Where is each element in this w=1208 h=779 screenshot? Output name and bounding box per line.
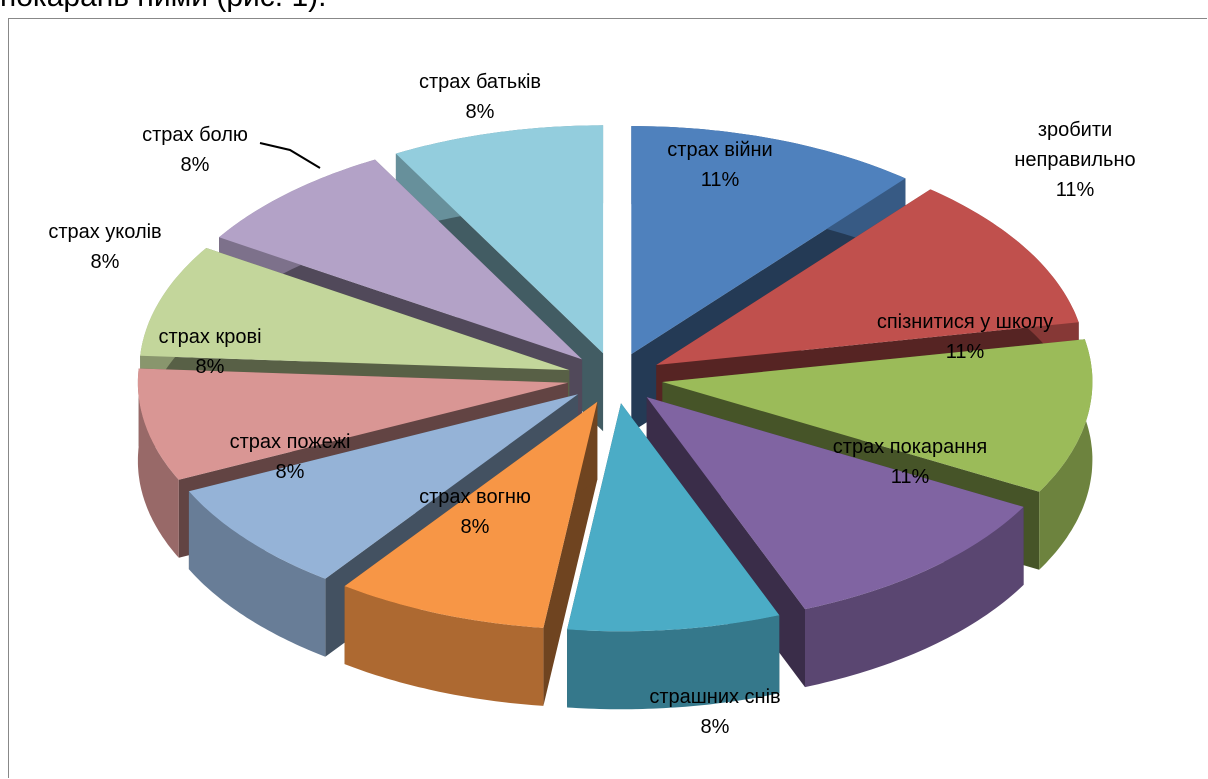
label-value: 8% <box>700 716 730 738</box>
label-value: 11% <box>945 341 985 363</box>
label-value: 11% <box>890 466 930 488</box>
data-label: страх війни 11% <box>667 135 772 195</box>
label-value: 8% <box>195 356 225 378</box>
slice <box>631 126 906 355</box>
chart-frame <box>8 18 1207 778</box>
slice-wall <box>567 615 780 710</box>
data-label: страх вогню 8% <box>419 482 531 542</box>
data-label: страх уколів 8% <box>48 217 161 277</box>
label-name: страх вогню <box>419 486 531 508</box>
label-value: 8% <box>180 154 210 176</box>
label-name: спізнитися у школу <box>876 311 1054 333</box>
data-label: страх покарання 11% <box>833 432 987 492</box>
data-label: спізнитися у школу 11% <box>877 307 1053 367</box>
label-name: страшних снів <box>649 686 781 708</box>
label-value: 8% <box>465 101 495 123</box>
label-value: 8% <box>460 516 490 538</box>
label-name: страх пожежі <box>229 431 351 453</box>
slice <box>344 401 598 628</box>
slice <box>656 189 1079 365</box>
data-label: страх пожежі 8% <box>230 427 351 487</box>
label-value: 11% <box>700 169 740 191</box>
slice <box>395 125 604 354</box>
slice-wall <box>1039 339 1093 570</box>
document-text: покарань ними (рис. 1). <box>0 0 326 14</box>
data-label: зробити неправильно 11% <box>1000 115 1150 205</box>
slice <box>137 368 568 480</box>
slice-wall <box>188 491 326 657</box>
label-value: 8% <box>90 251 120 273</box>
slice <box>140 248 570 371</box>
label-name: страх болю <box>142 124 248 146</box>
slice-wall <box>805 506 1024 688</box>
label-value: 8% <box>275 461 305 483</box>
label-name: зробити неправильно <box>1014 119 1136 171</box>
slice-wall <box>137 368 179 558</box>
data-label: страх болю 8% <box>142 120 248 180</box>
slice <box>219 159 583 360</box>
slice <box>646 397 1024 610</box>
label-value: 11% <box>1055 179 1095 201</box>
data-label: страх крові 8% <box>158 322 261 382</box>
slice <box>567 403 780 632</box>
label-name: страх уколів <box>48 221 162 243</box>
label-name: страх батьків <box>418 71 542 93</box>
slice <box>188 394 578 579</box>
slice <box>662 339 1093 492</box>
label-name: страх війни <box>667 139 773 161</box>
slice-wall <box>344 586 544 706</box>
leader-line <box>259 142 321 169</box>
data-label: страх батьків 8% <box>419 67 541 127</box>
data-label: страшних снів 8% <box>649 682 780 742</box>
label-name: страх покарання <box>832 436 988 458</box>
label-name: страх крові <box>158 326 262 348</box>
